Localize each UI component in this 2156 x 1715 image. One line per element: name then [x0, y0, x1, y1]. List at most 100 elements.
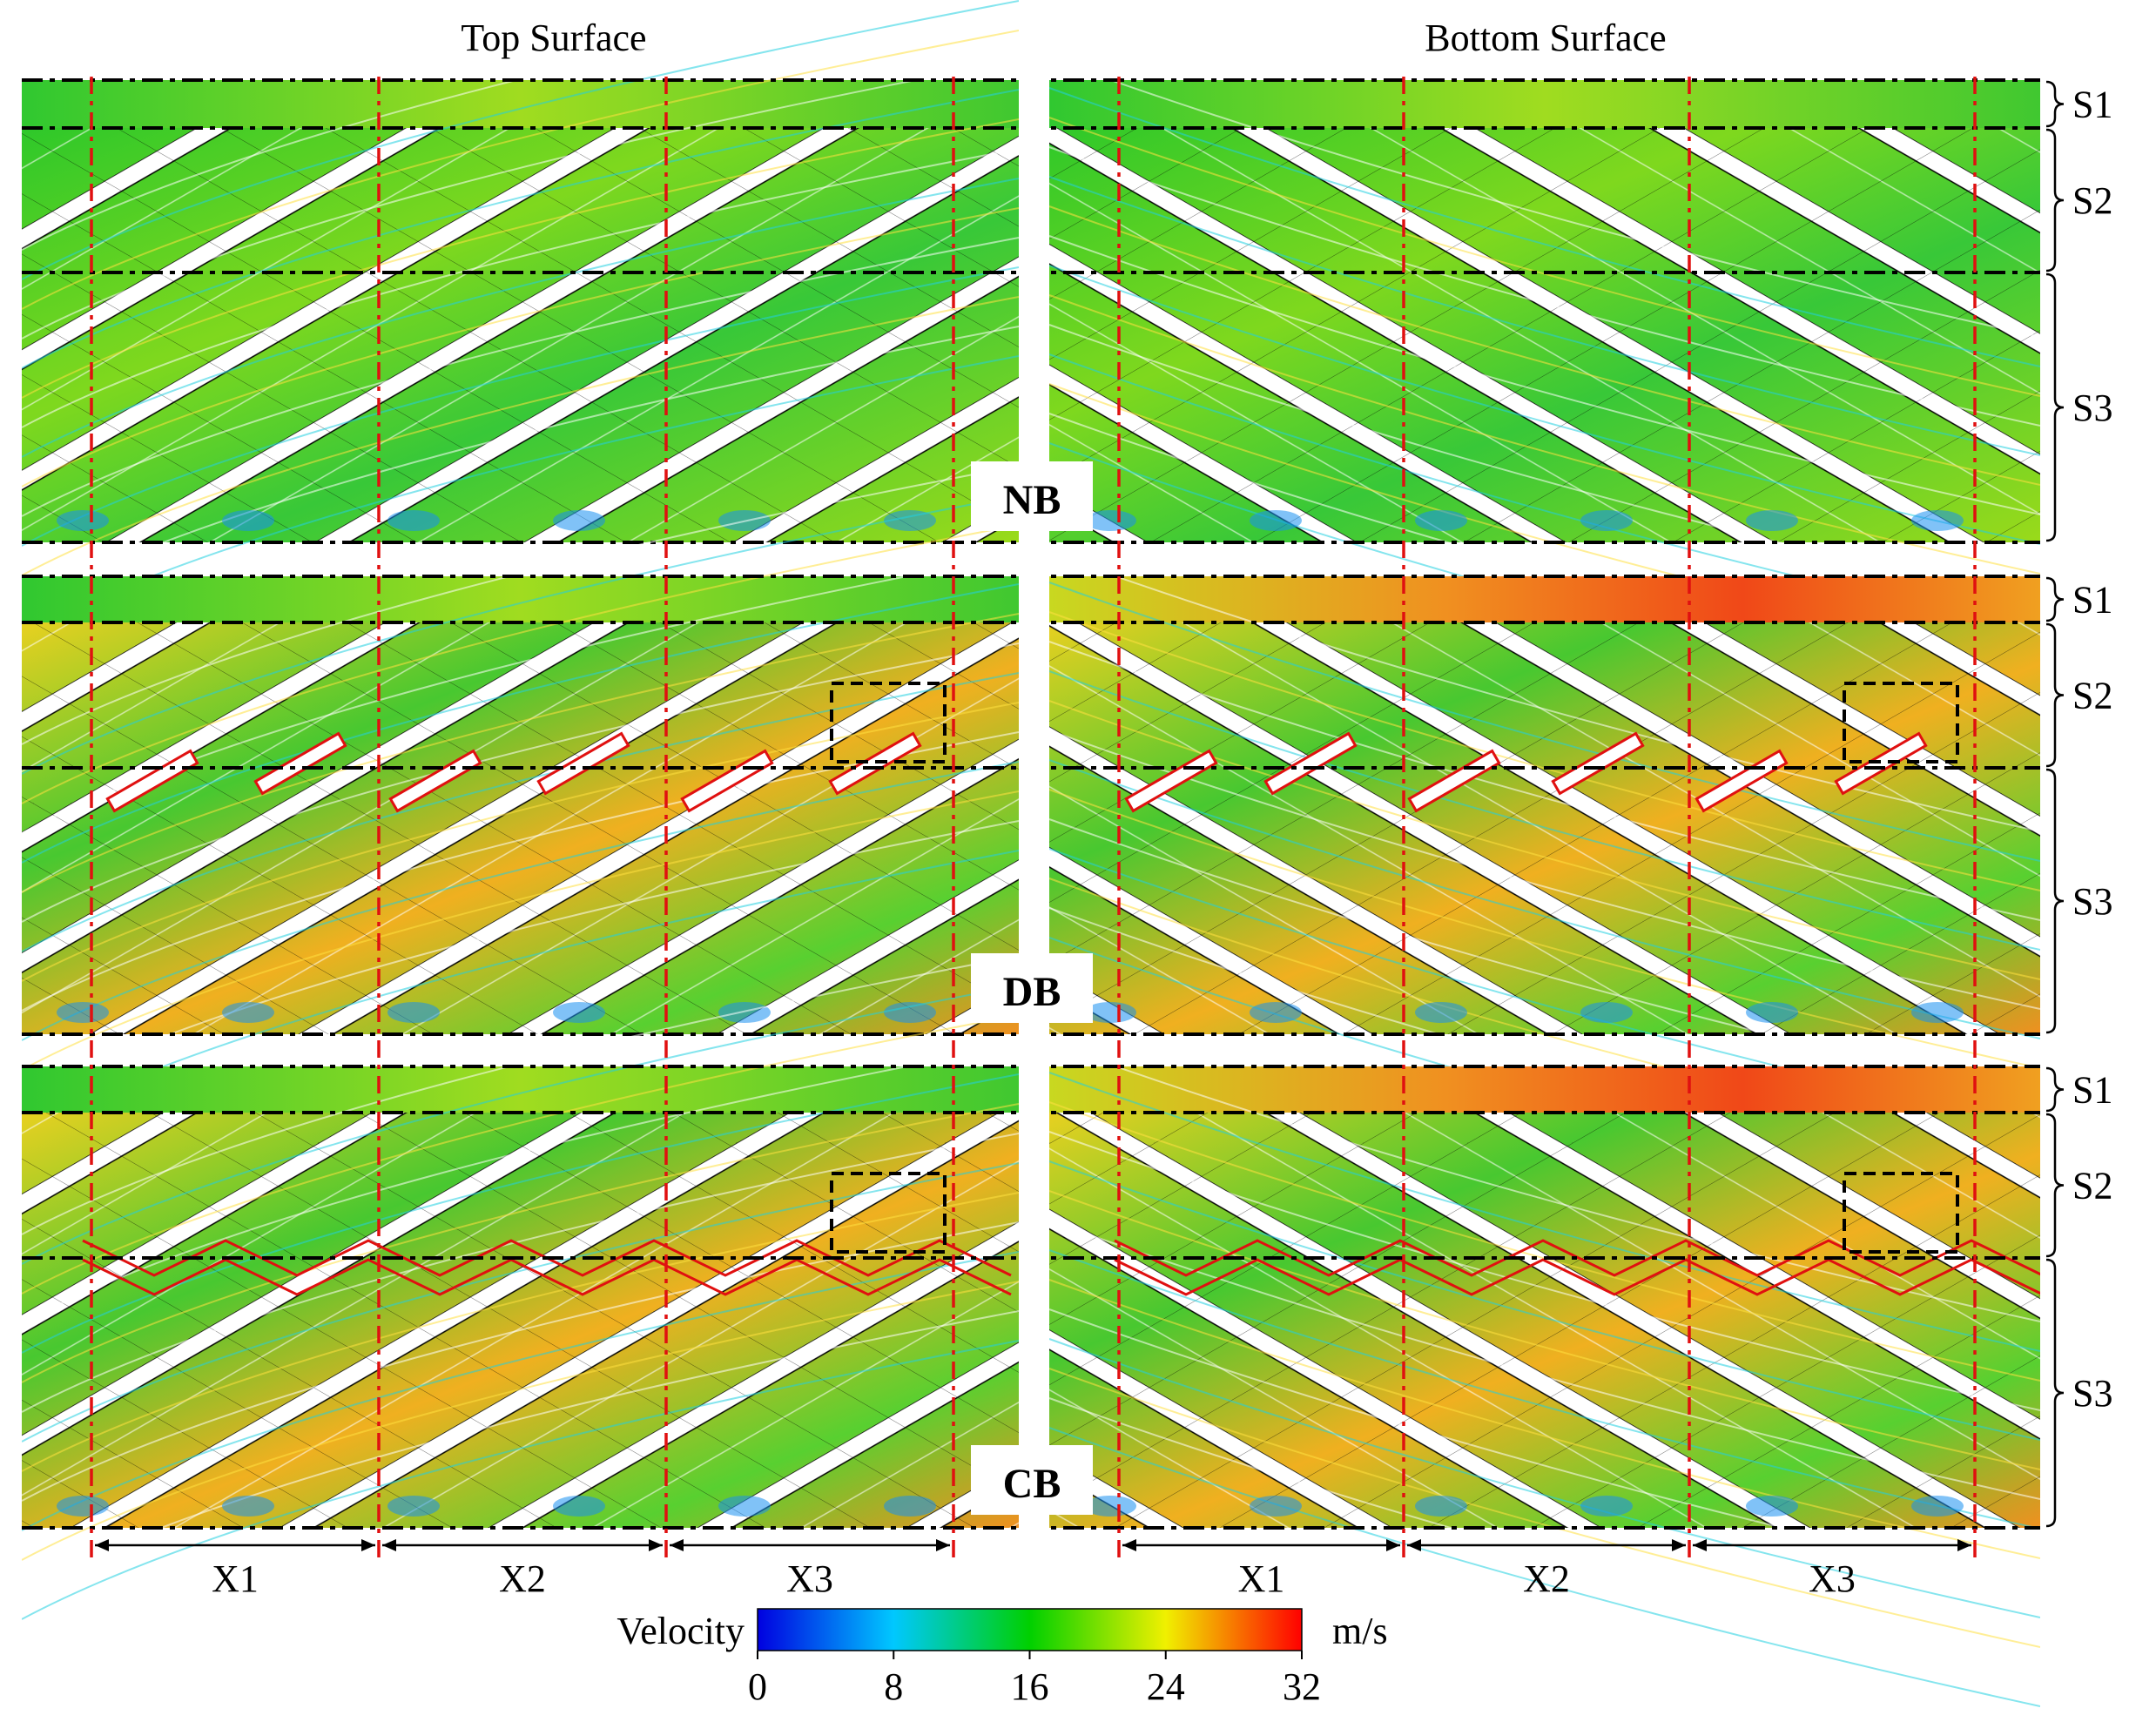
vortex	[1746, 1002, 1798, 1023]
vortex	[553, 1002, 605, 1023]
crossing-lines	[1049, 1113, 2040, 1528]
panel-nb-left	[22, 0, 1019, 636]
arrow-head	[1957, 1539, 1971, 1551]
streamline	[22, 178, 1019, 458]
streamline	[1049, 641, 2040, 921]
streamline	[22, 613, 1019, 893]
vortex	[1580, 510, 1633, 531]
arrow-head	[382, 1539, 396, 1551]
streamline	[1049, 1308, 2040, 1589]
streamline	[1049, 235, 2040, 515]
region-s1	[1049, 80, 2040, 128]
section-brace	[2045, 1113, 2065, 1258]
streamline	[1049, 818, 2040, 1099]
streamline	[1049, 176, 2040, 456]
streamline	[1049, 670, 2040, 951]
streamline	[22, 955, 1019, 1235]
section-label: S3	[2072, 880, 2112, 923]
baffle-segment	[105, 749, 199, 813]
streamline	[22, 672, 1019, 952]
vortex	[57, 510, 109, 531]
top-surface-title: Top Surface	[461, 17, 646, 59]
streamline	[22, 1281, 1019, 1561]
vortex	[1250, 510, 1302, 531]
panel-nb-right	[1049, 57, 2040, 723]
baffle-segment	[1694, 749, 1789, 813]
vortex	[387, 1002, 440, 1023]
row-label-db: DB	[1003, 969, 1061, 1015]
bottom-surface-title: Bottom Surface	[1425, 17, 1666, 59]
streamline	[1049, 1101, 2040, 1382]
vortex	[1911, 510, 1964, 531]
vortex	[222, 1002, 274, 1023]
streamline	[22, 0, 1019, 280]
streamline	[1049, 1190, 2040, 1470]
colorbar-tick-label: 8	[884, 1665, 903, 1708]
arrow-head	[936, 1539, 950, 1551]
vortex	[1580, 1496, 1633, 1517]
streamline	[1049, 1427, 2040, 1707]
streamline	[22, 731, 1019, 1012]
panel-db-left	[22, 465, 1019, 1130]
streamline	[22, 1073, 1019, 1354]
section-label: S3	[2072, 1372, 2112, 1415]
colorbar-title: Velocity	[616, 1610, 744, 1652]
section-brace	[2045, 1258, 2065, 1528]
section-brace	[2045, 272, 2065, 542]
x-span-label: X3	[786, 1557, 833, 1600]
streamline	[22, 1310, 1019, 1591]
row-label-cb: CB	[1003, 1461, 1061, 1507]
arrow-head	[95, 1539, 109, 1551]
arrow-head	[649, 1539, 663, 1551]
streamline	[22, 494, 1019, 775]
streamline	[22, 820, 1019, 1100]
streamline	[1049, 205, 2040, 486]
streamline	[22, 465, 1019, 745]
vortex	[1084, 1002, 1136, 1023]
panel-cb-left	[22, 955, 1019, 1620]
region-s1	[1049, 576, 2040, 622]
vortex	[884, 1002, 936, 1023]
streamline	[1049, 146, 2040, 427]
streamline	[22, 0, 877, 251]
streamline	[1049, 1220, 2040, 1500]
x-span-arrows: X1 X2 X3 X1 X2 X3	[95, 1539, 1971, 1600]
section-brace	[2045, 768, 2065, 1034]
vortex	[1580, 1002, 1633, 1023]
crossing-lines	[22, 622, 1019, 1034]
streamline	[22, 118, 1019, 399]
streamline	[22, 266, 1019, 547]
x-span-label: X3	[1809, 1557, 1856, 1600]
region-s1	[22, 576, 1019, 622]
section-braces: S1 S2 S3 S1 S2 S3 S1 S2 S3	[2045, 80, 2112, 1528]
baffle-zigzag	[1114, 1239, 2040, 1277]
x-span-label: X1	[212, 1557, 259, 1600]
row-label-box-cb	[971, 1445, 1093, 1515]
colorbar-ticks: 0 8 16 24 32	[748, 1651, 1321, 1708]
streamline	[1049, 700, 2040, 980]
vortex	[1911, 1496, 1964, 1517]
colorbar-tick-label: 0	[748, 1665, 767, 1708]
streamline	[1049, 294, 2040, 575]
streamline	[22, 1103, 1019, 1383]
streamline	[22, 985, 1019, 1265]
section-brace	[2045, 80, 2065, 128]
streamline	[1049, 759, 2040, 1039]
vortex	[1911, 1002, 1964, 1023]
baffle-segment	[1124, 749, 1218, 813]
arrow-head	[1407, 1539, 1421, 1551]
vortex	[1746, 510, 1798, 531]
section-brace	[2045, 1066, 2065, 1113]
vortex	[1415, 1002, 1467, 1023]
arrow-head	[1386, 1539, 1400, 1551]
vortex	[387, 510, 440, 531]
region-s1	[22, 80, 1019, 128]
streamline	[22, 1192, 1019, 1472]
streamline	[22, 30, 1019, 310]
streamline	[22, 1340, 1019, 1620]
baffle-zigzag	[82, 1258, 1012, 1296]
x-division-lines	[90, 77, 1977, 1558]
streamline	[1049, 611, 2040, 891]
row-label-nb: NB	[1003, 477, 1061, 523]
row-label-box-db	[971, 953, 1093, 1023]
